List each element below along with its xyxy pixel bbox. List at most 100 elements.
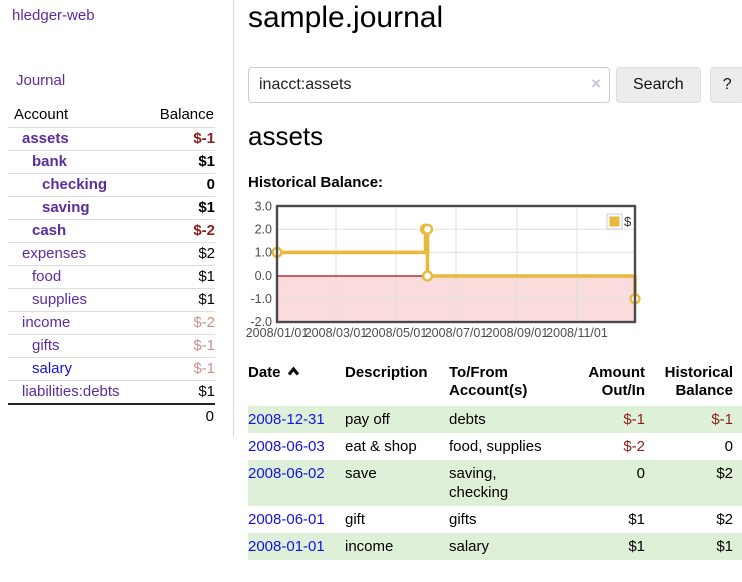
transaction-date-link[interactable]: 2008-06-03 (248, 438, 325, 455)
legend-label: $ (624, 214, 632, 229)
transaction-amount: $1 (628, 511, 645, 528)
transaction-amount: $-1 (623, 411, 645, 428)
account-link-gifts[interactable]: gifts (32, 337, 60, 354)
account-link-expenses[interactable]: expenses (22, 245, 87, 262)
clear-search-icon[interactable]: × (591, 74, 601, 93)
account-balance: $1 (198, 153, 215, 170)
account-row: liabilities:debts $1 (8, 381, 215, 405)
transaction-description: gift (345, 511, 366, 528)
transaction-description: income (345, 538, 394, 555)
account-balance: $-2 (193, 314, 215, 331)
search-bar: × Search ? (248, 67, 742, 103)
account-link-bank[interactable]: bank (32, 153, 68, 170)
transaction-balance: $1 (716, 538, 733, 555)
account-link-saving[interactable]: saving (42, 199, 90, 216)
register-header-balance: Historical Balance (664, 364, 733, 399)
search-input[interactable] (248, 67, 610, 103)
chart-x-axis-labels: 2008/01/01 2008/03/01 2008/05/01 2008/07… (246, 326, 608, 340)
register-header-description: Description (345, 364, 428, 381)
svg-text:2008/05/01: 2008/05/01 (365, 326, 428, 340)
account-balance: $-1 (193, 337, 215, 354)
search-button[interactable]: Search (616, 67, 701, 103)
chart-title: Historical Balance: (248, 174, 384, 191)
account-row: expenses $2 (8, 243, 215, 266)
main-content: sample.journal × Search ? assets Histori… (246, 0, 742, 582)
chart-y-axis-labels: 3.0 2.0 1.0 0.0 -1.0 -2.0 (250, 200, 272, 330)
transaction-balance: 0 (724, 438, 733, 455)
account-link-salary[interactable]: salary (32, 360, 73, 377)
register-header-row: Date Description To/From Account(s) Amou… (248, 362, 742, 406)
account-row: cash $-2 (8, 220, 215, 243)
account-link-cash[interactable]: cash (32, 222, 67, 239)
chart-legend: $ (606, 213, 632, 230)
sidebar: hledger-web Journal Account Balance asse… (0, 0, 234, 437)
transaction-accounts: gifts (449, 511, 477, 528)
account-row: food $1 (8, 266, 215, 289)
transaction-amount: 0 (636, 465, 645, 482)
account-balance: $-1 (193, 360, 215, 377)
transaction-description: eat & shop (345, 438, 417, 455)
account-row: checking 0 (8, 174, 215, 197)
account-balance: 0 (206, 176, 215, 193)
account-row: bank $1 (8, 151, 215, 174)
help-button[interactable]: ? (709, 67, 742, 103)
register-row: 2008-06-03 eat & shop food, supplies $-2… (248, 433, 742, 460)
transaction-balance: $-1 (711, 411, 733, 428)
account-balance: $2 (198, 245, 215, 262)
svg-text:-2.0: -2.0 (250, 315, 272, 329)
svg-text:3.0: 3.0 (255, 200, 272, 214)
accounts-header-balance: Balance (159, 106, 214, 123)
account-row: gifts $-1 (8, 335, 215, 358)
register-header-amount: Amount Out/In (588, 364, 645, 399)
account-balance: $1 (198, 199, 215, 216)
account-link-liabilities-debts[interactable]: liabilities:debts (22, 383, 120, 400)
transaction-date-link[interactable]: 2008-06-02 (248, 465, 325, 482)
transaction-accounts: food, supplies (449, 438, 542, 455)
chart-border (275, 204, 637, 324)
account-row: supplies $1 (8, 289, 215, 312)
transaction-date-link[interactable]: 2008-01-01 (248, 538, 325, 555)
sort-ascending-icon (287, 363, 300, 381)
account-link-checking[interactable]: checking (42, 176, 108, 193)
register-header-accounts: To/From Account(s) (449, 364, 528, 399)
transaction-balance: $2 (716, 511, 733, 528)
sidebar-item-journal[interactable]: Journal (16, 72, 66, 89)
account-link-income[interactable]: income (22, 314, 71, 331)
accounts-header-account: Account (14, 106, 69, 123)
transaction-date-link[interactable]: 2008-12-31 (248, 411, 325, 428)
transaction-description: save (345, 465, 377, 482)
register-header-date[interactable]: Date (248, 362, 345, 406)
accounts-table: Account Balance assets $-1 bank $1 check… (8, 102, 215, 428)
svg-text:2008/09/01: 2008/09/01 (486, 326, 549, 340)
account-row: salary $-1 (8, 358, 215, 381)
svg-text:2008/07/01: 2008/07/01 (425, 326, 488, 340)
transaction-amount: $1 (628, 538, 645, 555)
transaction-balance: $2 (716, 465, 733, 482)
account-link-food[interactable]: food (32, 268, 62, 285)
register-row: 2008-06-02 save saving, checking 0 $2 (248, 460, 742, 506)
account-link-assets[interactable]: assets (22, 130, 69, 147)
app-title-link[interactable]: hledger-web (12, 7, 95, 24)
account-row: income $-2 (8, 312, 215, 335)
transaction-accounts: debts (449, 411, 486, 428)
transaction-amount: $-2 (623, 438, 645, 455)
register-row: 2008-12-31 pay off debts $-1 $-1 (248, 406, 742, 433)
account-balance: $-1 (193, 130, 215, 147)
svg-text:2008/01/01: 2008/01/01 (246, 326, 309, 340)
register-row: 2008-06-01 gift gifts $1 $2 (248, 506, 742, 533)
account-balance: $1 (198, 383, 215, 400)
svg-text:1.0: 1.0 (255, 246, 272, 260)
historical-balance-chart: $ 3.0 2.0 1.0 0.0 -1.0 -2.0 2008/01/01 2… (246, 200, 641, 340)
chart-data-points (271, 223, 641, 305)
transaction-accounts: salary (449, 538, 490, 555)
account-section-title: assets (248, 121, 324, 151)
register-row: 2008-01-01 income salary $1 $1 (248, 533, 742, 560)
account-link-supplies[interactable]: supplies (32, 291, 88, 308)
account-row: assets $-1 (8, 128, 215, 151)
page-title: sample.journal (248, 1, 444, 34)
account-balance: $1 (198, 291, 215, 308)
transaction-date-link[interactable]: 2008-06-01 (248, 511, 325, 528)
accounts-table-header-row: Account Balance (8, 102, 215, 128)
svg-text:2.0: 2.0 (255, 223, 272, 237)
svg-text:0.0: 0.0 (255, 269, 272, 283)
